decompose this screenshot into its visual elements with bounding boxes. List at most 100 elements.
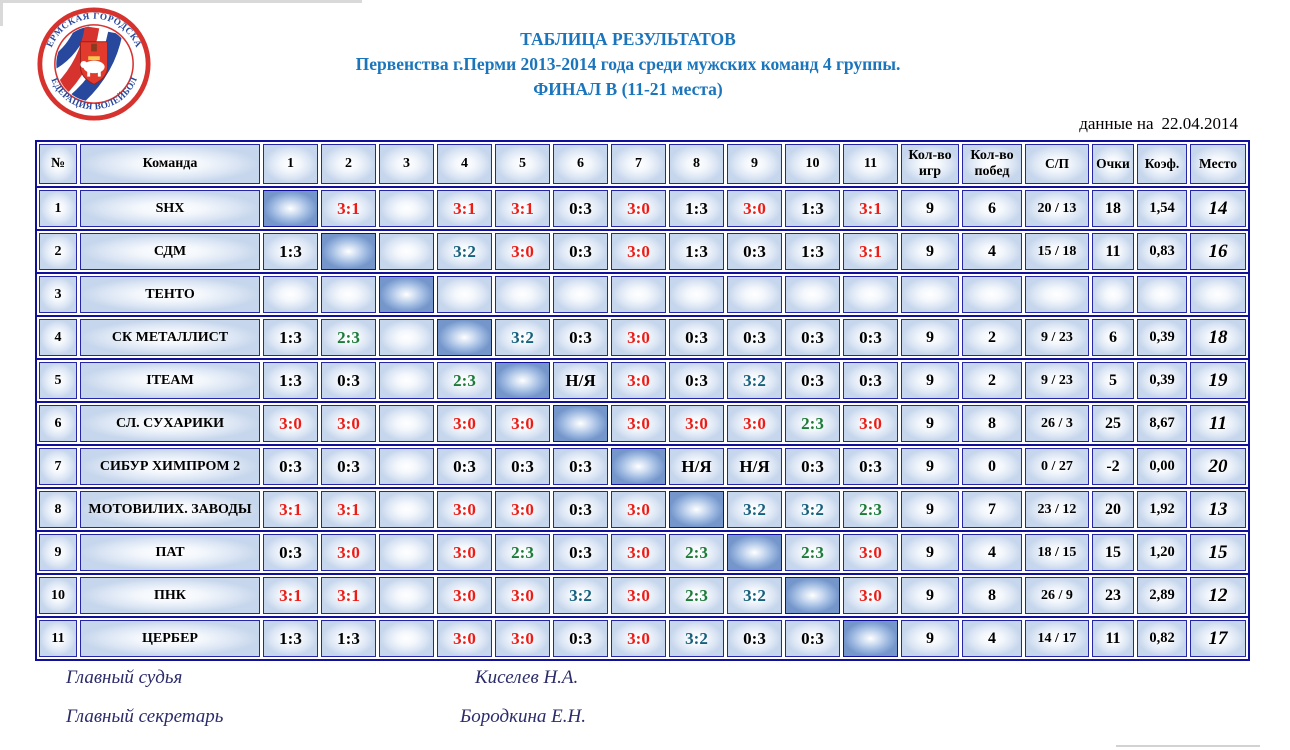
- diagonal-cell: [669, 491, 724, 528]
- table-row: 8 МОТОВИЛИХ. ЗАВОДЫ 3:1 3:1 3:0 3:0 0:3 3:0 3:2 3…: [37, 487, 1248, 530]
- screen-edge-artifact-bottom: [1116, 745, 1260, 747]
- score-cell: 3:0: [437, 577, 492, 614]
- games-count: [901, 276, 959, 313]
- score-cell: 3:2: [553, 577, 608, 614]
- games-count: 9: [901, 405, 959, 442]
- team-name: МОТОВИЛИХ. ЗАВОДЫ: [80, 491, 260, 528]
- score-cell: 3:0: [437, 620, 492, 657]
- score-cell: 3:0: [611, 577, 666, 614]
- row-number: 4: [39, 319, 77, 356]
- place-value: 15: [1190, 534, 1246, 571]
- federation-logo: ПЕРМСКАЯ ГОРОДСКАЯ ФЕДЕРАЦИЯ ВОЛЕЙБОЛА: [36, 6, 151, 121]
- points-value: 25: [1092, 405, 1134, 442]
- page-title-block: ТАБЛИЦА РЕЗУЛЬТАТОВ Первенства г.Перми 2…: [0, 27, 1256, 102]
- score-cell: 1:3: [321, 620, 376, 657]
- score-cell: 0:3: [727, 319, 782, 356]
- games-count: 9: [901, 190, 959, 227]
- score-cell: 2:3: [669, 534, 724, 571]
- team-name: СДМ: [80, 233, 260, 270]
- bear-head: [80, 61, 88, 68]
- games-count: 9: [901, 534, 959, 571]
- score-cell: 2:3: [843, 491, 898, 528]
- set-ratio: 0 / 27: [1025, 448, 1089, 485]
- score-cell: Н/Я: [669, 448, 724, 485]
- wins-count: 0: [962, 448, 1022, 485]
- score-cell: 2:3: [321, 319, 376, 356]
- bear-body: [83, 60, 105, 74]
- coefficient-value: 1,92: [1137, 491, 1187, 528]
- score-cell: 0:3: [785, 319, 840, 356]
- points-value: 11: [1092, 620, 1134, 657]
- score-cell: 0:3: [321, 362, 376, 399]
- row-number: 10: [39, 577, 77, 614]
- place-value: 16: [1190, 233, 1246, 270]
- score-cell: 3:0: [611, 190, 666, 227]
- coefficient-value: 0,83: [1137, 233, 1187, 270]
- set-ratio: 23 / 12: [1025, 491, 1089, 528]
- score-cell: 3:0: [727, 405, 782, 442]
- col-header-round-3: 3: [379, 144, 434, 184]
- row-number: 3: [39, 276, 77, 313]
- score-cell: 0:3: [553, 491, 608, 528]
- empty-cell: [611, 276, 666, 313]
- place-value: 14: [1190, 190, 1246, 227]
- bear-leg: [97, 70, 101, 77]
- row-number: 1: [39, 190, 77, 227]
- score-cell: 3:0: [727, 190, 782, 227]
- points-value: 18: [1092, 190, 1134, 227]
- results-table: № Команда 1 2 3 4 5 6 7 8 9 10 11 Кол-во игр Кол-во по…: [35, 140, 1250, 661]
- row-number: 2: [39, 233, 77, 270]
- diagonal-cell: [843, 620, 898, 657]
- score-cell: 1:3: [785, 190, 840, 227]
- empty-cell: [379, 534, 434, 571]
- score-cell: 3:0: [611, 620, 666, 657]
- coefficient-value: 0,39: [1137, 362, 1187, 399]
- score-cell: 2:3: [495, 534, 550, 571]
- set-ratio: 9 / 23: [1025, 362, 1089, 399]
- score-cell: 3:1: [263, 577, 318, 614]
- team-name: SHX: [80, 190, 260, 227]
- wins-count: 2: [962, 319, 1022, 356]
- score-cell: 3:0: [321, 534, 376, 571]
- empty-cell: [379, 362, 434, 399]
- score-cell: 2:3: [669, 577, 724, 614]
- col-header-number: №: [39, 144, 77, 184]
- col-header-place: Место: [1190, 144, 1246, 184]
- score-cell: 3:0: [611, 405, 666, 442]
- row-number: 8: [39, 491, 77, 528]
- place-value: 19: [1190, 362, 1246, 399]
- col-header-set-ratio: С/П: [1025, 144, 1089, 184]
- team-name: СИБУР ХИМПРОМ 2: [80, 448, 260, 485]
- score-cell: 3:0: [495, 620, 550, 657]
- games-count: 9: [901, 319, 959, 356]
- wins-count: 4: [962, 620, 1022, 657]
- data-as-of-date: 22.04.2014: [1161, 114, 1239, 133]
- score-cell: 3:0: [611, 491, 666, 528]
- empty-cell: [843, 276, 898, 313]
- set-ratio: 20 / 13: [1025, 190, 1089, 227]
- table-row: 3 ТЕНТО: [37, 272, 1248, 315]
- coefficient-value: 0,00: [1137, 448, 1187, 485]
- table-row: 1 SHX 3:1 3:1 3:1 0:3 3:0 1:3 3:0 1:3 3:1 9 6 20 / 13…: [37, 186, 1248, 229]
- empty-cell: [379, 620, 434, 657]
- diagonal-cell: [437, 319, 492, 356]
- col-header-round-7: 7: [611, 144, 666, 184]
- wins-count: 6: [962, 190, 1022, 227]
- empty-cell: [379, 448, 434, 485]
- score-cell: 3:1: [843, 233, 898, 270]
- score-cell: 0:3: [553, 534, 608, 571]
- table-row: 4 СК МЕТАЛЛИСТ 1:3 2:3 3:2 0:3 3:0 0:3 0:3 0:3 0:3…: [37, 315, 1248, 358]
- empty-cell: [379, 577, 434, 614]
- col-header-team: Команда: [80, 144, 260, 184]
- score-cell: 3:1: [437, 190, 492, 227]
- score-cell: Н/Я: [727, 448, 782, 485]
- score-cell: 3:2: [727, 362, 782, 399]
- score-cell: 3:0: [263, 405, 318, 442]
- score-cell: 0:3: [785, 620, 840, 657]
- games-count: 9: [901, 233, 959, 270]
- score-cell: 3:1: [321, 577, 376, 614]
- score-cell: 0:3: [553, 190, 608, 227]
- score-cell: 3:1: [495, 190, 550, 227]
- col-header-wins: Кол-во побед: [962, 144, 1022, 184]
- score-cell: 2:3: [785, 405, 840, 442]
